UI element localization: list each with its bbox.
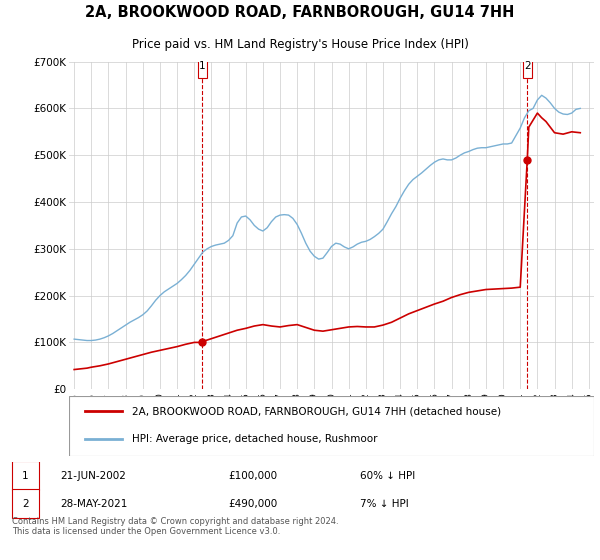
Text: 28-MAY-2021: 28-MAY-2021 <box>60 498 127 508</box>
FancyBboxPatch shape <box>69 396 594 456</box>
Text: 21-JUN-2002: 21-JUN-2002 <box>60 470 126 480</box>
FancyBboxPatch shape <box>523 54 532 78</box>
Text: 2A, BROOKWOOD ROAD, FARNBOROUGH, GU14 7HH: 2A, BROOKWOOD ROAD, FARNBOROUGH, GU14 7H… <box>85 6 515 20</box>
Text: 2A, BROOKWOOD ROAD, FARNBOROUGH, GU14 7HH (detached house): 2A, BROOKWOOD ROAD, FARNBOROUGH, GU14 7H… <box>132 406 501 416</box>
FancyBboxPatch shape <box>12 461 39 490</box>
Text: 2: 2 <box>22 498 29 508</box>
Text: 7% ↓ HPI: 7% ↓ HPI <box>360 498 409 508</box>
Text: £490,000: £490,000 <box>228 498 277 508</box>
Text: Contains HM Land Registry data © Crown copyright and database right 2024.
This d: Contains HM Land Registry data © Crown c… <box>12 517 338 536</box>
Text: £100,000: £100,000 <box>228 470 277 480</box>
Text: HPI: Average price, detached house, Rushmoor: HPI: Average price, detached house, Rush… <box>132 435 377 445</box>
Text: 1: 1 <box>22 470 29 480</box>
Text: 1: 1 <box>199 61 206 71</box>
FancyBboxPatch shape <box>12 489 39 518</box>
Text: 2: 2 <box>524 61 530 71</box>
FancyBboxPatch shape <box>197 54 207 78</box>
Text: 60% ↓ HPI: 60% ↓ HPI <box>360 470 415 480</box>
Text: Price paid vs. HM Land Registry's House Price Index (HPI): Price paid vs. HM Land Registry's House … <box>131 38 469 50</box>
